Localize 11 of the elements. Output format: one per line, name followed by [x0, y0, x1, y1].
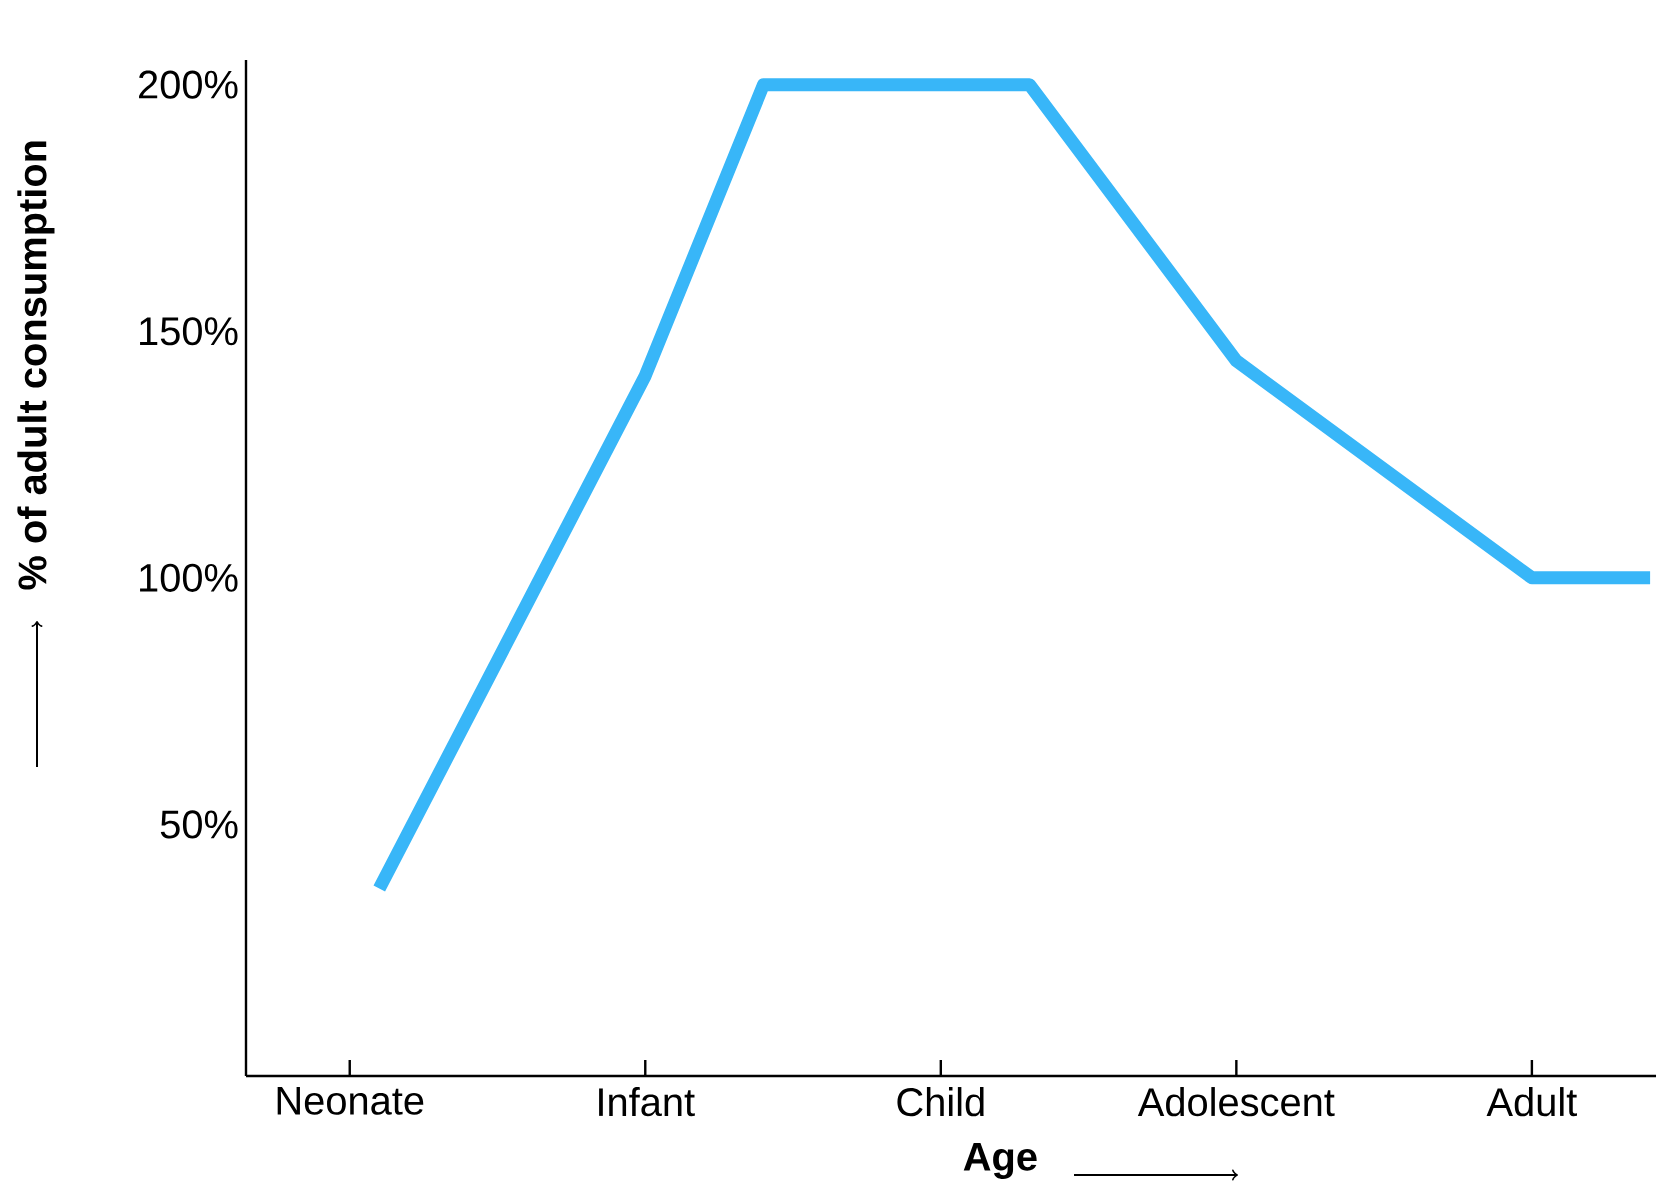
x-tick-label: Adult	[1486, 1087, 1577, 1117]
x-tick-label: Child	[897, 1087, 984, 1117]
y-axis-title: % of adult consumption	[17, 141, 55, 590]
y-tick-label: 100%	[140, 563, 238, 592]
y-tick-label: 150%	[140, 317, 238, 346]
y-tick-label: 200%	[139, 70, 238, 99]
x-axis-title: Age	[963, 1143, 1037, 1179]
x-tick-label: Adolescent	[1137, 1087, 1335, 1117]
x-tick-label: Neonate	[277, 1087, 424, 1115]
y-tick-label: 50%	[160, 810, 238, 839]
x-tick-label: Infant	[599, 1087, 695, 1117]
